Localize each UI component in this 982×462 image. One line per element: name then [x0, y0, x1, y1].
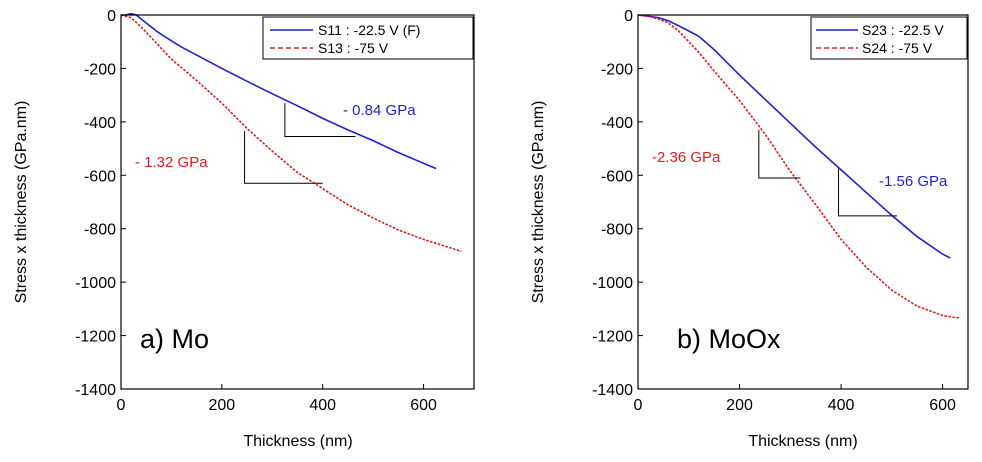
y-tick-label: -400: [84, 115, 116, 132]
plot-frame: [637, 14, 969, 390]
y-tick-label: -200: [84, 61, 116, 78]
y-tick-label: 0: [624, 8, 633, 25]
x-tick-label: 600: [410, 397, 437, 414]
legend-label-s13: S13 : -75 V: [318, 40, 389, 56]
chart-panel-mo: 0 200 400 600 0 -200 -400 -600 -800 -1000 -1200 -14…: [13, 8, 475, 450]
series-line-red: [120, 14, 462, 253]
y-tick-label: -200: [601, 61, 633, 78]
legend-label-s24: S24 : -75 V: [862, 40, 933, 56]
slope-triangle: [284, 103, 356, 138]
slope-label-blue: -1.56 GPa: [879, 173, 948, 190]
y-tick-label: -1200: [592, 329, 633, 346]
slope-label-blue: - 0.84 GPa: [343, 102, 416, 119]
legend: S23 : -22.5 V S24 : -75 V: [810, 16, 968, 60]
y-axis-title: Stress x thickness (GPa.nm): [530, 101, 547, 304]
y-tick-label: -600: [84, 168, 116, 185]
x-tick-label: 400: [828, 397, 855, 414]
panel-label: b) MoOx: [677, 324, 781, 354]
slope-triangle: [838, 168, 897, 217]
slope-triangle: [244, 131, 323, 184]
y-tick-label: -1400: [592, 382, 633, 399]
x-tick-label: 600: [929, 397, 956, 414]
x-axis-title: Thickness (nm): [243, 433, 352, 450]
x-tick-label: 200: [726, 397, 753, 414]
x-tick-label: 0: [117, 397, 126, 414]
y-tick-label: -800: [84, 222, 116, 239]
x-tick-label: 200: [209, 397, 236, 414]
y-tick-label: -800: [601, 222, 633, 239]
y-axis-title: Stress x thickness (GPa.nm): [13, 101, 30, 304]
series-line-red: [637, 14, 961, 319]
panel-label: a) Mo: [140, 324, 209, 354]
y-tick-label: -1000: [75, 275, 116, 292]
slope-label-red: - 1.32 GPa: [135, 154, 208, 171]
slope-label-red: -2.36 GPa: [652, 149, 721, 166]
x-tick-label: 0: [634, 397, 643, 414]
series-line-blue: [121, 12, 437, 170]
legend-label-s23: S23 : -22.5 V: [862, 22, 944, 38]
y-tick-label: -600: [601, 168, 633, 185]
y-tick-label: 0: [107, 8, 116, 25]
legend: S11 : -22.5 V (F) S13 : -75 V: [262, 16, 474, 60]
plot-frame: [120, 14, 475, 390]
legend-box: [262, 16, 474, 60]
slope-triangle: [758, 129, 801, 179]
y-tick-label: -1000: [592, 275, 633, 292]
series-line-blue: [637, 14, 951, 259]
x-tick-label: 400: [309, 397, 336, 414]
chart-panel-moox: 0 200 400 600 0 -200 -400 -600 -800 -1000 -1200 -14…: [530, 8, 969, 450]
y-tick-label: -1400: [75, 382, 116, 399]
y-tick-label: -1200: [75, 329, 116, 346]
y-tick-label: -400: [601, 115, 633, 132]
legend-box: [810, 16, 968, 60]
x-axis-title: Thickness (nm): [748, 433, 857, 450]
legend-label-s11: S11 : -22.5 V (F): [318, 22, 420, 38]
